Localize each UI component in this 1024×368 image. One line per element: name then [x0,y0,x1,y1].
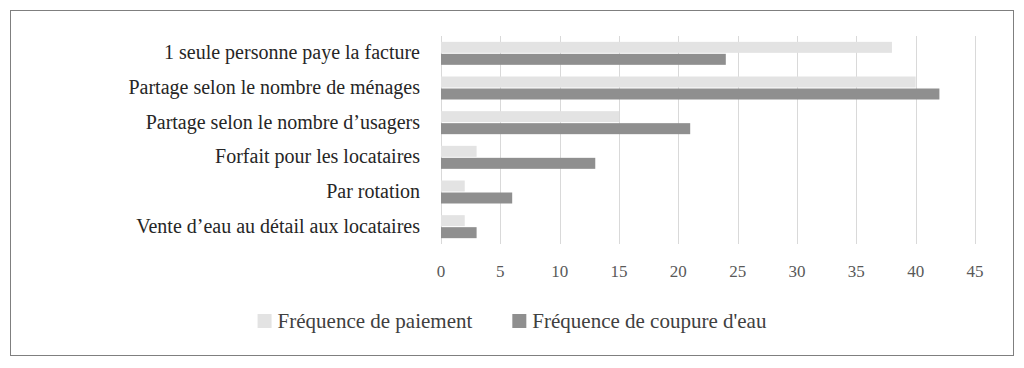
tick-label: 45 [967,262,984,281]
grid-line [797,36,798,244]
grid-line [619,36,620,244]
legend-label: Fréquence de coupure d'eau [532,309,767,333]
bar [441,146,477,157]
bar [441,181,465,192]
chart: 0 5 10 15 20 25 30 35 40 45 1 seule personne paye … [0,0,1024,368]
legend-label: Fréquence de paiement [278,309,473,333]
frame [11,11,1014,356]
tick-label: 20 [670,262,687,281]
bar [441,227,477,238]
legend-swatch [512,314,526,328]
grid [442,36,976,244]
bar [441,89,939,100]
tick-label: 30 [789,262,806,281]
bar [441,193,512,204]
tick-label: 35 [848,262,865,281]
legend-swatch [258,314,272,328]
grid-line [738,36,739,244]
grid-line [500,36,501,244]
tick-label: 40 [907,262,924,281]
grid-line [975,36,976,244]
bar [441,158,595,169]
tick-label: 10 [551,262,568,281]
grid-line [441,36,442,244]
category-label: Forfait pour les locataires [215,145,420,168]
tick-label: 15 [611,262,628,281]
chart-root: 0 5 10 15 20 25 30 35 40 45 1 seule personne paye … [0,0,1024,368]
bars [441,42,939,238]
category-label: Partage selon le nombre de ménages [128,76,420,99]
tick-label: 0 [437,262,446,281]
bar [441,123,690,134]
tick-label: 25 [729,262,746,281]
tick-label: 5 [496,262,505,281]
category-label: Par rotation [326,180,420,202]
bar [441,111,619,122]
category-label: 1 seule personne paye la facture [164,41,420,64]
bar [441,77,916,88]
bar [441,54,726,65]
grid-line [678,36,679,244]
grid-line [560,36,561,244]
grid-line [916,36,917,244]
legend: Fréquence de paiement Fréquence de coupur… [258,309,767,333]
grid-line [856,36,857,244]
bar [441,42,892,53]
category-label: Vente d’eau au détail aux locataires [136,215,420,237]
category-label: Partage selon le nombre d’usagers [146,111,421,134]
bar [441,215,465,226]
